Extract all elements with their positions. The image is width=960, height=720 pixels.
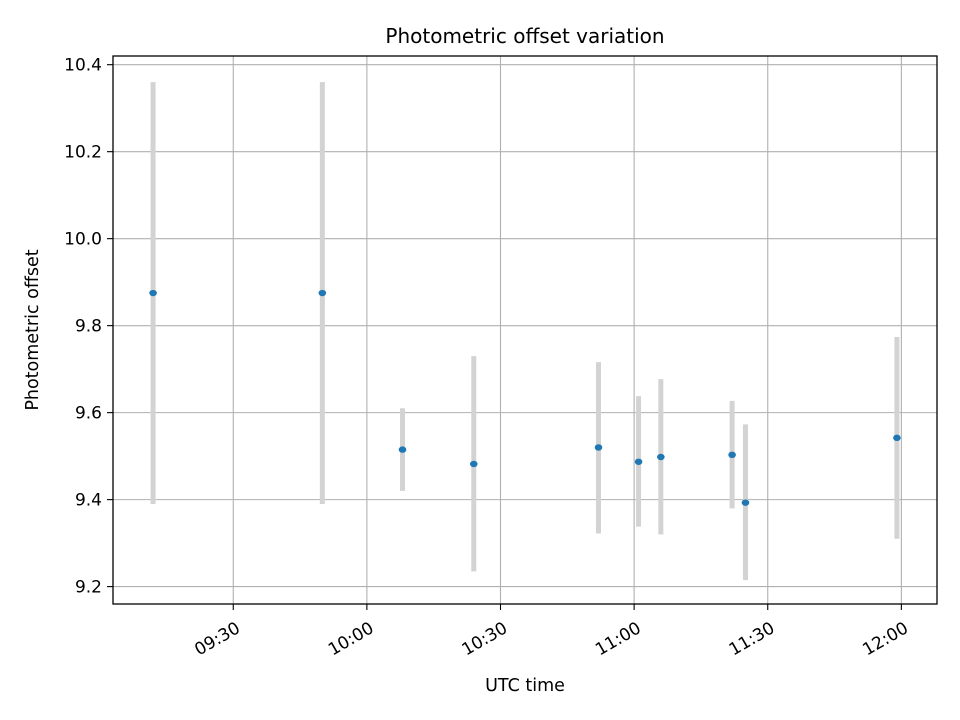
y-tick-label: 10.2 <box>64 143 102 163</box>
data-point <box>893 434 901 442</box>
y-tick-label: 9.8 <box>75 317 102 337</box>
data-point <box>318 289 327 297</box>
data-points <box>149 289 901 506</box>
data-point <box>149 289 157 297</box>
plot-frame <box>112 55 938 605</box>
chart-title: Photometric offset variation <box>385 24 664 48</box>
y-tick-label: 10.0 <box>64 230 102 250</box>
data-point <box>398 446 407 453</box>
y-tick-label: 9.2 <box>75 578 102 598</box>
data-point <box>657 453 665 461</box>
data-point <box>728 451 736 459</box>
y-axis-title: Photometric offset <box>23 249 43 410</box>
data-point <box>594 444 603 451</box>
y-tick-label: 9.6 <box>75 404 102 424</box>
y-axis: 9.2 9.4 9.6 9.8 10.0 10.2 10.4 <box>64 56 113 598</box>
data-point <box>741 499 750 506</box>
x-axis-title: UTC time <box>485 676 565 696</box>
y-tick-label: 9.4 <box>75 491 102 511</box>
data-point <box>634 458 643 465</box>
grid <box>113 56 937 604</box>
data-point <box>469 460 478 468</box>
y-tick-label: 10.4 <box>64 56 102 76</box>
